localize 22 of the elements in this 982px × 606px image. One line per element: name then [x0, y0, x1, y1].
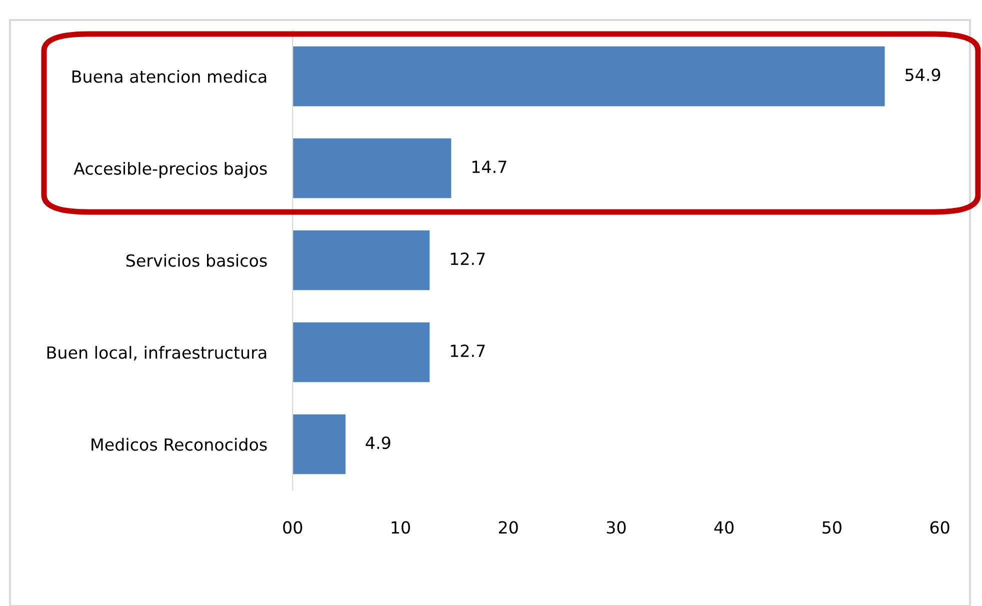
bar [292, 414, 346, 474]
y-tick-label: Servicios basicos [126, 254, 267, 267]
bar [292, 46, 885, 106]
y-tick-label: Accesible-precios bajos [74, 162, 267, 178]
y-tick-label: Buen local, infraestructura [47, 346, 266, 361]
bar [292, 230, 430, 290]
data-label: 14.7 [472, 160, 506, 173]
x-tick-label: 20 [498, 521, 518, 534]
data-label: 4.9 [366, 436, 390, 450]
x-tick-label: 60 [930, 521, 950, 534]
x-tick-label: 30 [606, 521, 626, 534]
x-tick-label: 00 [283, 521, 302, 534]
y-tick-label: Medicos Reconocidos [92, 438, 267, 451]
bar [292, 138, 452, 198]
data-label: 12.7 [450, 252, 485, 265]
x-tick-label: 10 [392, 521, 410, 534]
x-tick-label: 40 [714, 521, 734, 534]
data-label: 12.7 [450, 344, 485, 357]
x-tick-label: 50 [822, 521, 842, 534]
data-label: 54.9 [906, 68, 940, 82]
bar [292, 322, 430, 382]
y-tick-label: Buena atencion medica [72, 70, 266, 83]
